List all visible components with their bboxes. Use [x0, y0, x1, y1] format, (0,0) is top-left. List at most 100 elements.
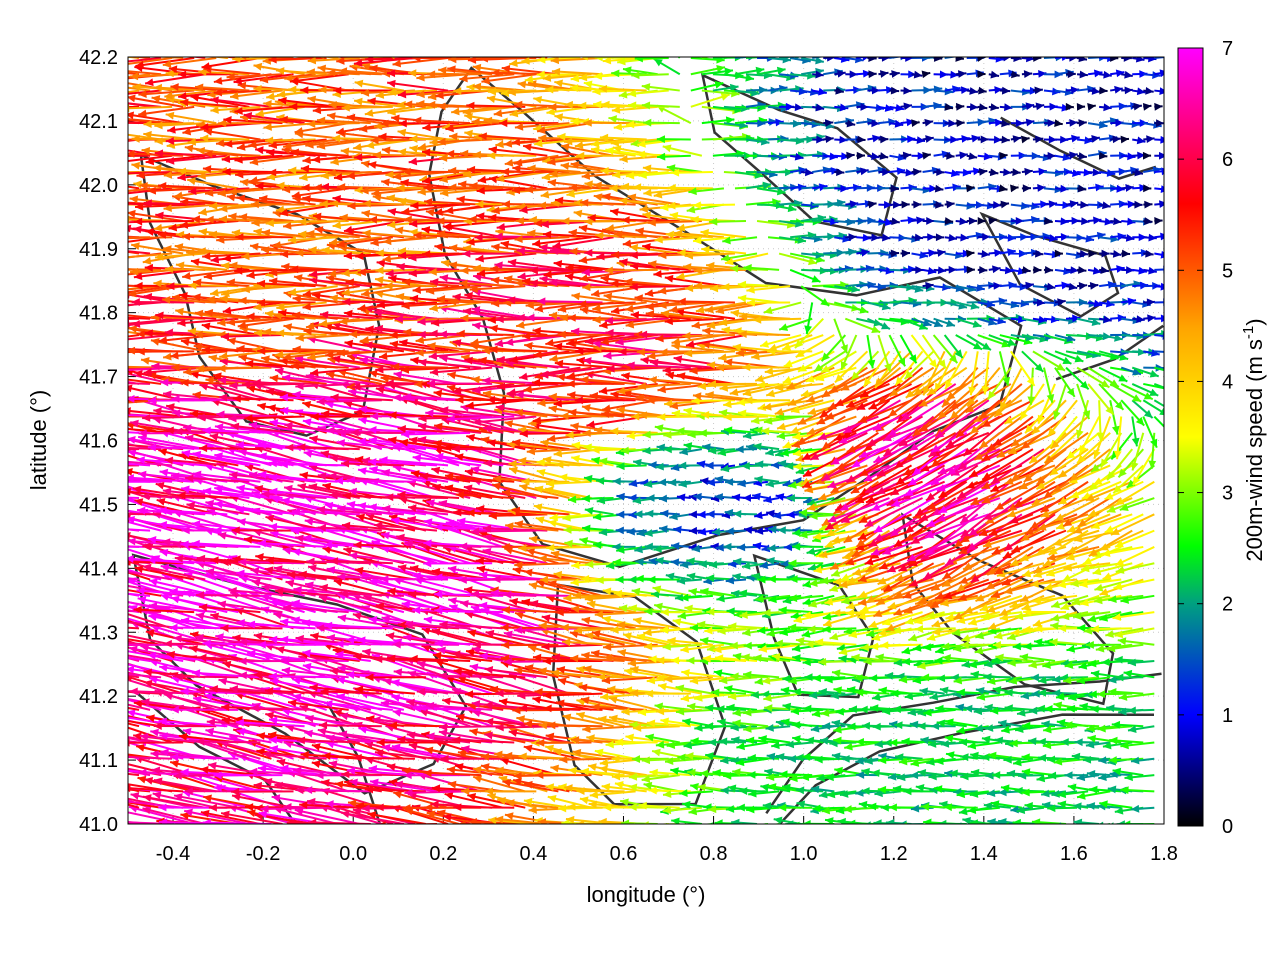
wind-vector-head	[745, 736, 755, 745]
wind-vector-head	[431, 784, 441, 793]
wind-vector-head	[777, 526, 786, 535]
wind-vector-head	[687, 768, 696, 777]
wind-vector-head	[987, 818, 996, 824]
wind-vector-head	[843, 805, 852, 813]
wind-vector-head	[249, 767, 258, 776]
wind-vector-head	[958, 807, 968, 816]
wind-vector-head	[1073, 818, 1083, 824]
wind-vector-head	[615, 575, 624, 584]
wind-vector-head	[795, 786, 805, 795]
wind-vector-head	[232, 793, 241, 801]
wind-vector-head	[349, 778, 358, 787]
wind-vector-head	[65, 502, 74, 510]
wind-vector-head	[62, 721, 71, 728]
wind-vector-head	[806, 427, 816, 435]
wind-vector-head	[468, 817, 477, 824]
wind-vector-head	[169, 623, 178, 632]
wind-vector-head	[75, 412, 83, 420]
wind-vector-head	[764, 768, 773, 776]
wind-vector-head	[1016, 806, 1026, 815]
wind-vector-head	[845, 609, 854, 617]
wind-vector	[173, 793, 239, 809]
wind-vector-head	[83, 594, 92, 602]
wind-vector-head	[628, 479, 638, 488]
wind-vector-head	[213, 784, 222, 792]
wind-vector-head	[368, 765, 378, 773]
wind-vector-head	[232, 394, 241, 403]
wind-vector-head	[588, 763, 597, 771]
wind-vector-head	[81, 586, 89, 594]
wind-vector-head	[926, 492, 935, 501]
wind-vector-head	[112, 608, 121, 615]
wind-vector	[910, 804, 934, 813]
wind-vector-head	[105, 400, 113, 408]
wind-vector-head	[81, 457, 89, 465]
wind-vector-head	[1037, 754, 1047, 762]
wind-vector-head	[128, 487, 132, 496]
wind-vector-head	[95, 607, 104, 615]
wind-vector	[765, 723, 791, 732]
wind-vector-head	[358, 416, 368, 425]
wind-vector-head	[868, 620, 878, 629]
wind-vector-head	[335, 639, 344, 648]
wind-vector-head	[523, 744, 533, 753]
wind-vector-head	[528, 806, 537, 814]
wind-vector-head	[109, 529, 118, 537]
wind-vector-head	[611, 772, 621, 781]
wind-vector-head	[159, 664, 168, 672]
wind-vector	[152, 791, 217, 809]
wind-vector-head	[97, 730, 106, 738]
wind-vector-head	[112, 657, 121, 664]
wind-vector-head	[725, 805, 735, 813]
wind-vector-head	[63, 637, 71, 645]
wind-vector	[444, 791, 504, 809]
wind-vector-head	[61, 677, 70, 685]
wind-vector	[778, 803, 813, 812]
wind-vector-head	[880, 803, 889, 812]
wind-vector-head	[117, 695, 126, 703]
wind-vector-head	[865, 821, 871, 824]
wind-vector-head	[153, 777, 163, 786]
wind-vector-head	[1041, 789, 1050, 798]
wind-vector-head	[724, 685, 733, 693]
wind-vector-head	[1077, 791, 1086, 800]
wind-vector-head	[68, 698, 77, 706]
wind-vector	[679, 789, 713, 797]
wind-vector	[1142, 416, 1158, 449]
wind-vector-head	[861, 721, 870, 730]
wind-vector-head	[725, 576, 735, 585]
wind-vector-head	[513, 777, 522, 786]
wind-vector-head	[710, 542, 719, 551]
wind-vector	[446, 766, 504, 777]
wind-vector	[638, 801, 680, 810]
wind-vector-head	[1012, 818, 1021, 824]
wind-vector-head	[868, 802, 877, 811]
wind-vector-head	[137, 775, 147, 784]
wind-vector-head	[180, 811, 190, 820]
wind-vector-head	[901, 737, 910, 746]
wind-vector-head	[1168, 431, 1176, 440]
wind-vector-head	[325, 800, 334, 808]
wind-vector-head	[564, 784, 573, 792]
wind-vector	[299, 801, 360, 809]
wind-vector-head	[778, 803, 787, 812]
wind-vector	[753, 511, 769, 520]
terrain-contour-line	[900, 512, 1115, 706]
wind-vector-head	[596, 477, 605, 485]
wind-vector-head	[90, 398, 98, 406]
wind-vector-head	[447, 780, 457, 789]
wind-vector-head	[110, 673, 119, 680]
wind-vector-head	[956, 790, 966, 799]
wind-vector-head	[71, 492, 79, 500]
wind-vector-head	[670, 558, 680, 567]
wind-vector	[200, 809, 261, 824]
wind-vector-head	[787, 755, 796, 763]
wind-vector-head	[1064, 771, 1073, 780]
wind-vector-head	[203, 794, 212, 803]
wind-vector	[1021, 788, 1056, 797]
wind-vector-head	[412, 606, 421, 615]
wind-vector-head	[1087, 823, 1088, 824]
wind-vector-head	[559, 755, 568, 764]
wind-vector-head	[341, 810, 350, 818]
wind-vector-head	[646, 494, 655, 502]
